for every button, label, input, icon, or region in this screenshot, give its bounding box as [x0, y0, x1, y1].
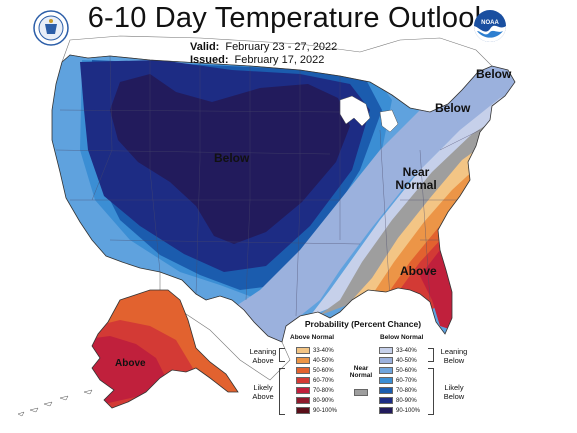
legend-above-bin-swatch: [296, 387, 310, 394]
label-near-normal-line2: Normal: [395, 178, 437, 192]
legend-below-bin-row: 33-40%: [379, 346, 417, 355]
legend-below-bin-swatch: [379, 407, 393, 414]
legend-above-bin-row: 70-80%: [296, 386, 334, 395]
legend-above-bin-swatch: [296, 347, 310, 354]
legend: Probability (Percent Chance) Above Norma…: [248, 319, 480, 429]
legend-above-bin-row: 90-100%: [296, 406, 337, 415]
state-lines: [55, 55, 481, 317]
legend-below-bin-row: 60-70%: [379, 376, 417, 385]
legend-near-header-line1: Near: [353, 365, 369, 372]
valid-line: Valid: February 23 - 27, 2022: [190, 41, 337, 53]
legend-below-bin-row: 90-100%: [379, 406, 420, 415]
legend-above-bin-label: 40-50%: [313, 357, 334, 364]
aleutian-islands: [17, 389, 93, 417]
bracket-likely-below: [428, 368, 434, 415]
label-above-se: Above: [400, 264, 437, 278]
legend-above-bin-swatch: [296, 397, 310, 404]
legend-likely-above-line1: Likely: [253, 383, 273, 392]
noaa-logo-text: NOAA: [481, 20, 499, 26]
legend-leaning-below-line1: Leaning: [440, 347, 468, 356]
legend-below-bin-row: 80-90%: [379, 396, 417, 405]
legend-above-bin-label: 70-80%: [313, 387, 334, 394]
label-above-alaska: Above: [115, 358, 146, 369]
valid-label: Valid:: [190, 41, 220, 53]
label-below-central: Below: [214, 151, 250, 165]
bracket-leaning-below: [428, 348, 434, 362]
legend-likely-below-line2: Below: [443, 392, 465, 401]
legend-leaning-below-line2: Below: [443, 356, 465, 365]
legend-above-bin-swatch: [296, 367, 310, 374]
noaa-logo-icon: NOAA: [473, 9, 507, 43]
doc-seal-icon: [33, 10, 69, 46]
legend-above-bin-label: 80-90%: [313, 397, 334, 404]
legend-leaning-above-line2: Above: [252, 356, 274, 365]
legend-near-header: Near Normal: [349, 365, 373, 379]
legend-title: Probability (Percent Chance): [304, 319, 422, 329]
legend-leaning-below: Leaning Below: [436, 347, 472, 365]
legend-above-bin-swatch: [296, 377, 310, 384]
legend-above-bin-label: 60-70%: [313, 377, 334, 384]
legend-above-bin-row: 80-90%: [296, 396, 334, 405]
legend-below-bin-swatch: [379, 367, 393, 374]
legend-likely-above-line2: Above: [252, 392, 274, 401]
issued-value: February 17, 2022: [234, 54, 325, 66]
legend-below-bin-label: 60-70%: [396, 377, 417, 384]
legend-above-bin-row: 40-50%: [296, 356, 334, 365]
legend-above-bin-swatch: [296, 407, 310, 414]
legend-above-bin-label: 90-100%: [313, 407, 338, 414]
legend-above-bin-row: 50-60%: [296, 366, 334, 375]
legend-below-bin-label: 50-60%: [396, 367, 417, 374]
legend-below-bin-swatch: [379, 347, 393, 354]
legend-below-bin-label: 40-50%: [396, 357, 417, 364]
legend-below-bin-row: 70-80%: [379, 386, 417, 395]
bracket-leaning-above: [279, 348, 285, 362]
label-near-normal: Near Normal: [394, 166, 438, 192]
legend-near-normal-swatch: [354, 389, 368, 396]
zone-below-40-50: [230, 64, 515, 342]
legend-below-bin-swatch: [379, 357, 393, 364]
issued-line: Issued: February 17, 2022: [190, 54, 324, 66]
legend-above-bin-row: 33-40%: [296, 346, 334, 355]
legend-likely-below: Likely Below: [436, 383, 472, 401]
legend-above-header: Above Normal: [290, 334, 335, 341]
legend-leaning-above: Leaning Above: [248, 347, 278, 365]
zone-below-90-100: [110, 74, 350, 244]
legend-below-bin-label: 33-40%: [396, 347, 417, 354]
label-near-normal-line1: Near: [402, 165, 430, 179]
label-below-ne: Below: [435, 101, 471, 115]
legend-above-bin-swatch: [296, 357, 310, 364]
legend-below-bin-label: 70-80%: [396, 387, 417, 394]
legend-near-header-line2: Normal: [349, 372, 373, 379]
legend-below-bin-label: 80-90%: [396, 397, 417, 404]
legend-below-bin-swatch: [379, 377, 393, 384]
legend-above-bin-label: 50-60%: [313, 367, 334, 374]
legend-above-bin-row: 60-70%: [296, 376, 334, 385]
legend-below-bin-label: 90-100%: [396, 407, 421, 414]
issued-label: Issued:: [190, 54, 229, 66]
bracket-likely-above: [279, 368, 285, 415]
legend-below-bin-row: 40-50%: [379, 356, 417, 365]
alaska-outline: [91, 289, 239, 409]
legend-below-header: Below Normal: [380, 334, 424, 341]
legend-above-bin-label: 33-40%: [313, 347, 334, 354]
legend-likely-below-line1: Likely: [444, 383, 464, 392]
legend-leaning-above-line1: Leaning: [249, 347, 277, 356]
page-title: 6-10 Day Temperature Outlook: [87, 2, 490, 34]
legend-below-bin-swatch: [379, 387, 393, 394]
conus-outline: [51, 54, 516, 343]
legend-likely-above: Likely Above: [248, 383, 278, 401]
valid-value: February 23 - 27, 2022: [225, 41, 338, 53]
legend-below-bin-row: 50-60%: [379, 366, 417, 375]
label-below-maine: Below: [476, 67, 512, 81]
legend-below-bin-swatch: [379, 397, 393, 404]
